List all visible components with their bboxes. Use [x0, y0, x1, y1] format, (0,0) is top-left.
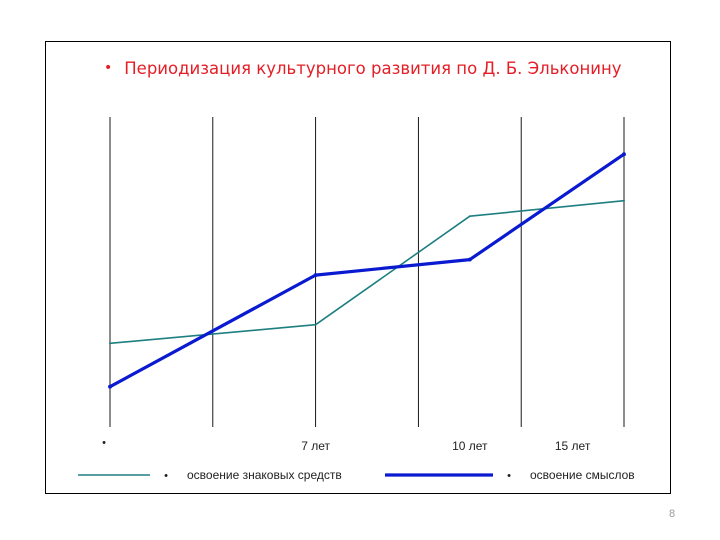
series-line-2	[108, 152, 626, 389]
legend-label-1: освоение знаковых средств	[187, 468, 342, 482]
series-1-point-1	[109, 342, 111, 345]
legend-bullet-1: •	[164, 470, 168, 482]
slide-frame	[45, 41, 671, 494]
series-2-point-3	[467, 257, 472, 262]
series-2-point-4	[622, 152, 626, 157]
tick-label-4: 15 лет	[555, 439, 591, 453]
series-1-point-3	[468, 215, 471, 218]
series-1-point-2	[314, 323, 317, 326]
series-line-1	[109, 199, 625, 345]
tick-label-2: 7 лет	[301, 439, 330, 453]
page-number: 8	[669, 508, 676, 520]
slide-title: Периодизация культурного развития по Д. …	[124, 58, 622, 78]
slide-title-row: • Периодизация культурного развития по Д…	[104, 54, 622, 82]
legend-label-2: освоение смыслов	[530, 468, 635, 482]
title-bullet: •	[104, 60, 113, 76]
tick-label-3: 10 лет	[452, 439, 488, 453]
series-2-point-2	[313, 273, 318, 278]
legend-bullet-2: •	[507, 470, 511, 482]
series-2-point-1	[108, 384, 112, 389]
series-1-point-4	[623, 199, 625, 202]
tick-bullet: •	[102, 437, 106, 449]
